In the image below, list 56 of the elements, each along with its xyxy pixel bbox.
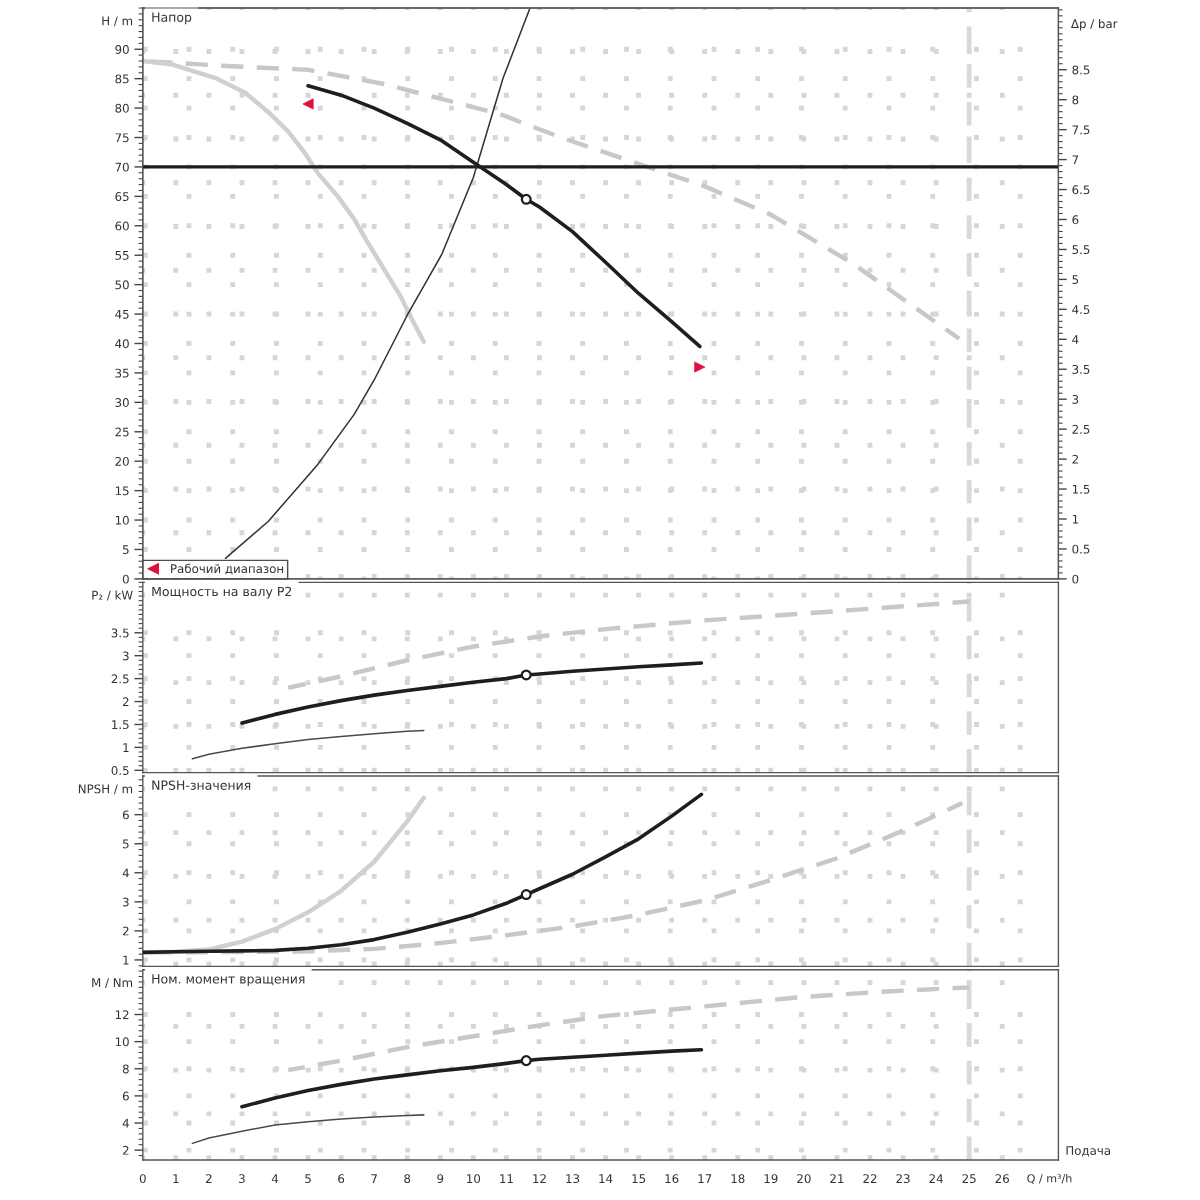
x-tick-label: 8 xyxy=(404,1174,411,1184)
x-tick-label: 25 xyxy=(962,1174,976,1184)
y-tick-label: 0.5 xyxy=(111,766,129,775)
x-tick-label: 23 xyxy=(896,1174,910,1184)
x-axis-title: Q / m³/h xyxy=(1027,1173,1072,1184)
x-tick-label: 9 xyxy=(437,1174,444,1184)
x-tick-label: 20 xyxy=(797,1174,811,1184)
y-tick-label: 3.5 xyxy=(111,628,129,638)
x-tick-label: 10 xyxy=(467,1174,481,1184)
y-tick-label: 6 xyxy=(122,810,129,820)
x-tick-label: 0 xyxy=(139,1174,146,1184)
chart-title: NPSH-значения xyxy=(152,780,251,790)
y-tick-label: 10 xyxy=(115,1037,129,1047)
chart-title: Мощность на валу P2 xyxy=(152,586,292,599)
y-tick-label: 1 xyxy=(123,955,129,965)
y-tick-label: 2.5 xyxy=(111,674,129,684)
x-tick-label: 13 xyxy=(566,1174,580,1184)
y-tick-label: 4 xyxy=(122,1118,129,1128)
x-tick-label: 2 xyxy=(206,1174,212,1183)
x-tick-label: 5 xyxy=(305,1174,311,1184)
y-tick-label: 1.5 xyxy=(112,720,129,730)
chart-title: Ном. момент вращения xyxy=(152,974,305,987)
y-tick-label: 2 xyxy=(122,697,129,707)
y-axis-title: P₂ / kW xyxy=(92,590,133,601)
y-tick-label: 6 xyxy=(122,1091,129,1101)
x-tick-label: 18 xyxy=(731,1174,745,1184)
y-tick-label: 8 xyxy=(122,1064,129,1074)
x-tick-label: 21 xyxy=(830,1174,844,1183)
x-tick-label: 1 xyxy=(173,1174,179,1183)
text: Подача xyxy=(1066,1146,1110,1157)
y-tick-label: 3 xyxy=(122,651,129,661)
y-tick-label: 3 xyxy=(122,897,129,907)
x-tick-label: 11 xyxy=(500,1174,513,1183)
y2-tick-label: 0 xyxy=(1072,574,1079,584)
x-tick-label: 15 xyxy=(632,1174,646,1184)
x-tick-label: 14 xyxy=(599,1174,613,1183)
y-tick-label: 1 xyxy=(123,743,129,752)
x-tick-label: 17 xyxy=(698,1174,712,1183)
x-tick-label: 19 xyxy=(764,1174,778,1184)
x-tick-label: 22 xyxy=(863,1174,877,1183)
y-tick-label: 4 xyxy=(122,868,129,878)
y-tick-label: 0 xyxy=(122,574,129,584)
y-axis-title: NPSH / m xyxy=(78,784,133,795)
x-tick-label: 3 xyxy=(239,1174,245,1184)
x-tick-label: 26 xyxy=(995,1174,1009,1184)
x-tick-label: 7 xyxy=(371,1174,377,1183)
y-tick-label: 2 xyxy=(122,1145,129,1155)
x-tick-label: 16 xyxy=(665,1174,679,1184)
x-tick-label: 4 xyxy=(271,1174,279,1183)
y-tick-label: 5 xyxy=(123,839,129,849)
y-tick-label: 12 xyxy=(115,1010,129,1019)
x-tick-label: 24 xyxy=(929,1174,943,1183)
x-tick-label: 12 xyxy=(533,1174,546,1183)
x-tick-label: 6 xyxy=(338,1174,345,1184)
y-tick-label: 2 xyxy=(122,926,129,936)
y-axis-title: M / Nm xyxy=(92,978,133,988)
